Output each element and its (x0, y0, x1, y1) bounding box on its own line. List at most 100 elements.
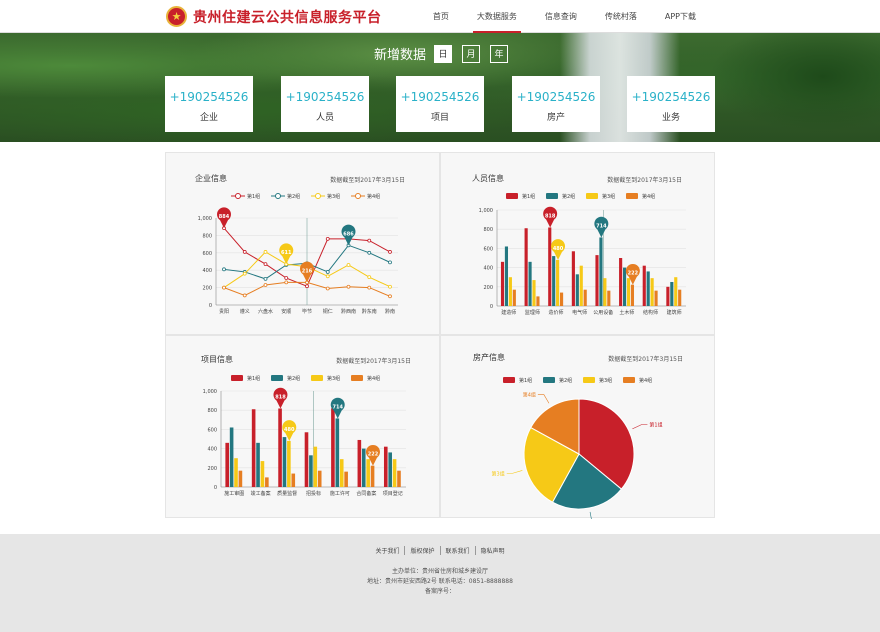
legend-label: 第4组 (639, 377, 652, 384)
footer-link-privacy[interactable]: 隐私声明 (474, 546, 510, 555)
pin-shape (300, 261, 314, 283)
stat-label: 企业 (199, 113, 218, 123)
value-pin-marker[interactable]: 480 (282, 420, 297, 441)
panel-title: 企业信息 (195, 174, 227, 183)
y-tick-label: 0 (490, 304, 493, 310)
y-tick-label: 800 (483, 227, 493, 233)
value-pin-marker[interactable]: 222 (365, 444, 380, 466)
pin-shape (594, 216, 609, 238)
legend-label: 第4组 (367, 193, 380, 200)
x-tick-label: 监理师 (525, 309, 540, 316)
nav-app-download[interactable]: APP下载 (664, 12, 696, 21)
legend-swatch (506, 193, 518, 199)
bar (575, 274, 579, 306)
legend-label: 第3组 (599, 377, 612, 384)
legend-dot (235, 193, 241, 199)
value-pin-marker[interactable]: 222 (625, 263, 640, 285)
data-point (242, 293, 247, 298)
pin-shape (273, 387, 288, 409)
stat-card-business[interactable]: +190254526 业务 (627, 76, 715, 132)
pie-slice (578, 398, 635, 490)
bar (504, 246, 509, 306)
x-tick-label: 电气师 (572, 309, 587, 316)
x-tick-label: 结构师 (643, 309, 658, 316)
legend-swatch (623, 377, 635, 383)
bar (654, 290, 658, 306)
tab-year[interactable]: 年 (490, 44, 509, 63)
x-tick-label: 铜仁 (323, 308, 333, 315)
value-pin-marker[interactable]: 884 (217, 207, 231, 229)
bar (623, 267, 627, 306)
panel-date-note: 数据截至到2017年3月15日 (607, 177, 682, 184)
value-pin-marker[interactable]: 611 (279, 243, 294, 265)
bar (619, 258, 623, 306)
value-pin-marker[interactable]: 714 (594, 216, 609, 238)
nav-info-query[interactable]: 信息查询 (544, 12, 577, 21)
y-tick-label: 200 (483, 285, 493, 291)
value-pin-marker[interactable]: 818 (273, 387, 288, 409)
legend-swatch (271, 375, 283, 381)
x-tick-label: 遵义 (240, 308, 250, 315)
tab-month[interactable]: 月 (462, 44, 481, 63)
bar (229, 427, 234, 487)
value-pin-marker[interactable]: 686 (341, 224, 356, 246)
bar (646, 271, 650, 306)
nav-traditional-village[interactable]: 传统村落 (604, 12, 637, 21)
legend-dot (355, 193, 361, 199)
data-point (388, 284, 392, 289)
stat-card-enterprise[interactable]: +190254526 企业 (165, 76, 253, 132)
value-pin-marker[interactable]: 714 (330, 397, 345, 419)
stat-value: +190254526 (169, 90, 249, 104)
bar (630, 284, 635, 306)
data-point (367, 285, 372, 290)
stat-card-personnel[interactable]: +190254526 人员 (281, 76, 369, 132)
stat-card-property[interactable]: +190254526 房产 (512, 76, 600, 132)
legend-label: 第2组 (559, 377, 572, 384)
page-footer: 关于我们 版权保护 联系我们 隐私声明 主办单位：贵州省住房和城乡建设厅 地址：… (0, 534, 880, 632)
bar (642, 265, 646, 306)
top-header: ★ 贵州住建云公共信息服务平台 首页 大数据服务 信息查询 传统村落 APP下载 (0, 0, 880, 33)
x-tick-label: 土木师 (619, 309, 634, 316)
property-pie-chart[interactable]: 第1组第2组第3组第4组第1组第2组第3组第4组 (441, 336, 716, 519)
legend-swatch (351, 375, 363, 381)
data-point (388, 294, 392, 299)
nav-big-data[interactable]: 大数据服务 (463, 0, 531, 33)
x-tick-label: 六盘水 (258, 308, 273, 315)
banner-title: 新增数据 (374, 48, 427, 63)
legend-label: 第1组 (522, 193, 535, 200)
pin-label: 216 (302, 268, 313, 274)
data-point (284, 276, 289, 280)
legend-label: 第1组 (247, 375, 260, 382)
footer-address: 地址：贵州市延安西路2号 联系电话：0851-8888888 (367, 578, 513, 585)
personnel-bar-chart[interactable]: 第1组 第2组 第3组 第4组 0 200 400 600 800 1,000 建造师 监理师 造价师 电… (441, 153, 716, 336)
national-emblem-icon[interactable]: ★ (166, 6, 187, 27)
footer-link-copyright[interactable]: 版权保护 (404, 546, 439, 555)
footer-link-contact[interactable]: 联系我们 (439, 546, 475, 555)
bar (383, 446, 388, 487)
pin-label: 818 (275, 394, 286, 400)
value-pin-marker[interactable]: 216 (300, 261, 314, 283)
tab-day[interactable]: 日 (434, 44, 453, 63)
footer-link-about[interactable]: 关于我们 (375, 548, 400, 555)
legend-label: 第1组 (247, 193, 260, 200)
bar (313, 446, 318, 487)
legend-label: 第4组 (642, 193, 655, 200)
site-title[interactable]: 贵州住建云公共信息服务平台 (193, 10, 382, 26)
enterprise-line-chart[interactable]: 第1组 第2组 第3组 第4组 0 200 400 600 800 1,000 贵阳 遵义 六盘水 安顺 毕… (166, 153, 441, 336)
data-point (346, 284, 351, 289)
project-bar-chart[interactable]: 第1组 第2组 第3组 第4组 0 200 400 600 800 1,000 施工审图 竣工备案 质量… (166, 336, 441, 519)
pin-shape (279, 243, 294, 265)
pin-shape (551, 239, 566, 260)
nav-home[interactable]: 首页 (432, 12, 449, 21)
value-pin-marker[interactable]: 480 (551, 239, 566, 260)
bar (599, 237, 603, 306)
bar (388, 452, 392, 487)
bar (678, 289, 682, 306)
stat-card-project[interactable]: +190254526 项目 (396, 76, 484, 132)
bar (357, 439, 362, 487)
bar (552, 256, 556, 306)
x-tick-label: 施工审图 (224, 490, 244, 497)
pie-slice (551, 453, 623, 510)
value-pin-marker[interactable]: 818 (543, 206, 558, 228)
x-tick-label: 质量监督 (277, 490, 297, 497)
